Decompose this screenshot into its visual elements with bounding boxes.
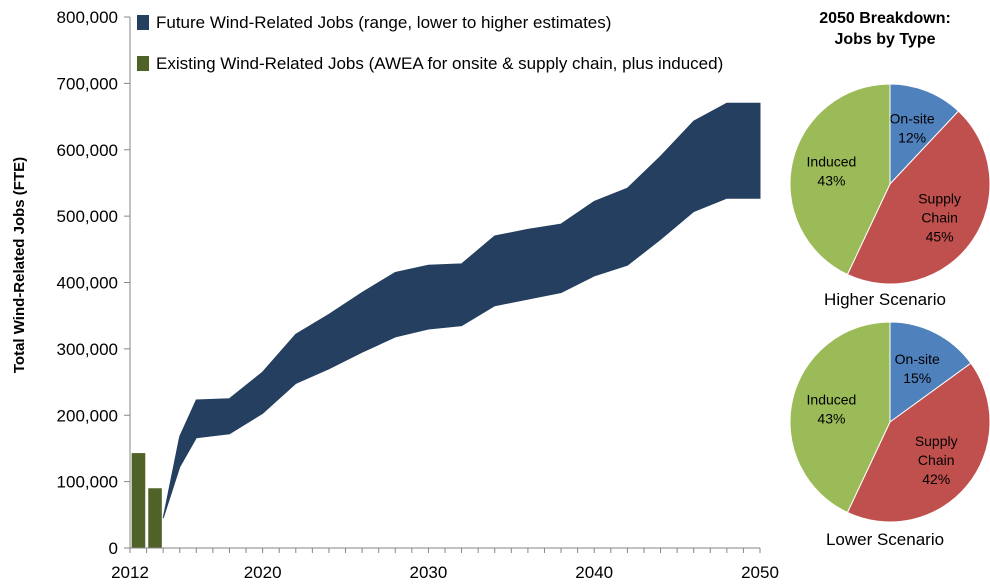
pie-slice-label: Induced	[807, 153, 857, 169]
pie-slice-label: On-site	[890, 111, 935, 127]
y-tick-label: 500,000	[57, 207, 118, 226]
pie-slice-supply-chain	[846, 362, 990, 523]
future-jobs-range-area	[162, 102, 761, 519]
pie-title-line2: Jobs by Type	[834, 31, 936, 48]
existing-jobs-bars	[131, 453, 162, 548]
y-axis-label-group: Total Wind-Related Jobs (FTE)	[11, 157, 28, 373]
y-tick-label: 100,000	[57, 473, 118, 492]
x-tick-labels: 2012 2020 2030 2040 2050	[111, 563, 779, 582]
pie-slice-label: Induced	[807, 391, 857, 407]
pie-slice-label: 43%	[817, 172, 845, 188]
y-tick-label: 800,000	[57, 8, 118, 27]
pie-slice-on-site	[889, 321, 972, 423]
legend-swatch	[137, 15, 149, 30]
existing-jobs-bar-2012	[131, 453, 146, 548]
pie-title-line1: 2050 Breakdown:	[819, 10, 951, 27]
y-tick-label: 200,000	[57, 406, 118, 425]
pie-slice-label: 15%	[903, 370, 931, 386]
pie-slice-label: 45%	[926, 229, 954, 245]
pie-slice-label: 42%	[922, 471, 950, 487]
main-chart: Total Wind-Related Jobs (FTE) 0 100,000 20…	[11, 8, 779, 582]
legend-label: Future Wind-Related Jobs (range, lower t…	[156, 13, 611, 32]
pie-slice-label: Supply	[918, 191, 961, 207]
existing-jobs-bar-2013	[148, 488, 162, 548]
pie-slice-label: 43%	[817, 410, 845, 426]
y-tick-label: 600,000	[57, 141, 118, 160]
pie-caption-higher: Higher Scenario	[824, 290, 946, 309]
legend-swatch	[137, 56, 149, 71]
pie-slice-label: On-site	[895, 351, 940, 367]
pie-title: 2050 Breakdown: Jobs by Type	[780, 8, 990, 50]
x-tick-label: 2050	[741, 563, 779, 582]
legend-label: Existing Wind-Related Jobs (AWEA for ons…	[156, 54, 723, 73]
x-tick-label: 2020	[244, 563, 282, 582]
pie-slice-induced	[789, 321, 891, 514]
legend: Future Wind-Related Jobs (range, lower t…	[137, 13, 723, 73]
y-tick-label: 400,000	[57, 274, 118, 293]
y-tick-label: 300,000	[57, 340, 118, 359]
pie-slice-supply-chain	[846, 110, 990, 285]
y-axis-label: Total Wind-Related Jobs (FTE)	[11, 157, 28, 373]
x-tick-label: 2040	[575, 563, 613, 582]
pie-slice-label: Supply	[915, 433, 958, 449]
y-tick-labels: 0 100,000 200,000 300,000 400,000 500,000 600,…	[57, 8, 118, 558]
pie-slice-induced	[789, 83, 891, 276]
pie-slice-label: Chain	[918, 452, 955, 468]
y-tick-label: 700,000	[57, 74, 118, 93]
pie-caption-lower: Lower Scenario	[825, 530, 945, 549]
pie-chart-higher-scenario: On-site 12% Supply Chain 45% Induced 43%	[789, 83, 990, 285]
pie-slice-label: Chain	[921, 210, 958, 226]
y-tick-label: 0	[109, 539, 118, 558]
future-jobs-range-band	[162, 102, 761, 519]
x-tick-label: 2012	[111, 563, 149, 582]
axes	[124, 16, 761, 553]
pie-chart-lower-scenario: On-site 15% Supply Chain 42% Induced 43%	[789, 321, 990, 523]
pie-slice-on-site	[889, 83, 960, 186]
pie-slice-label: 12%	[898, 130, 926, 146]
x-tick-label: 2030	[410, 563, 448, 582]
